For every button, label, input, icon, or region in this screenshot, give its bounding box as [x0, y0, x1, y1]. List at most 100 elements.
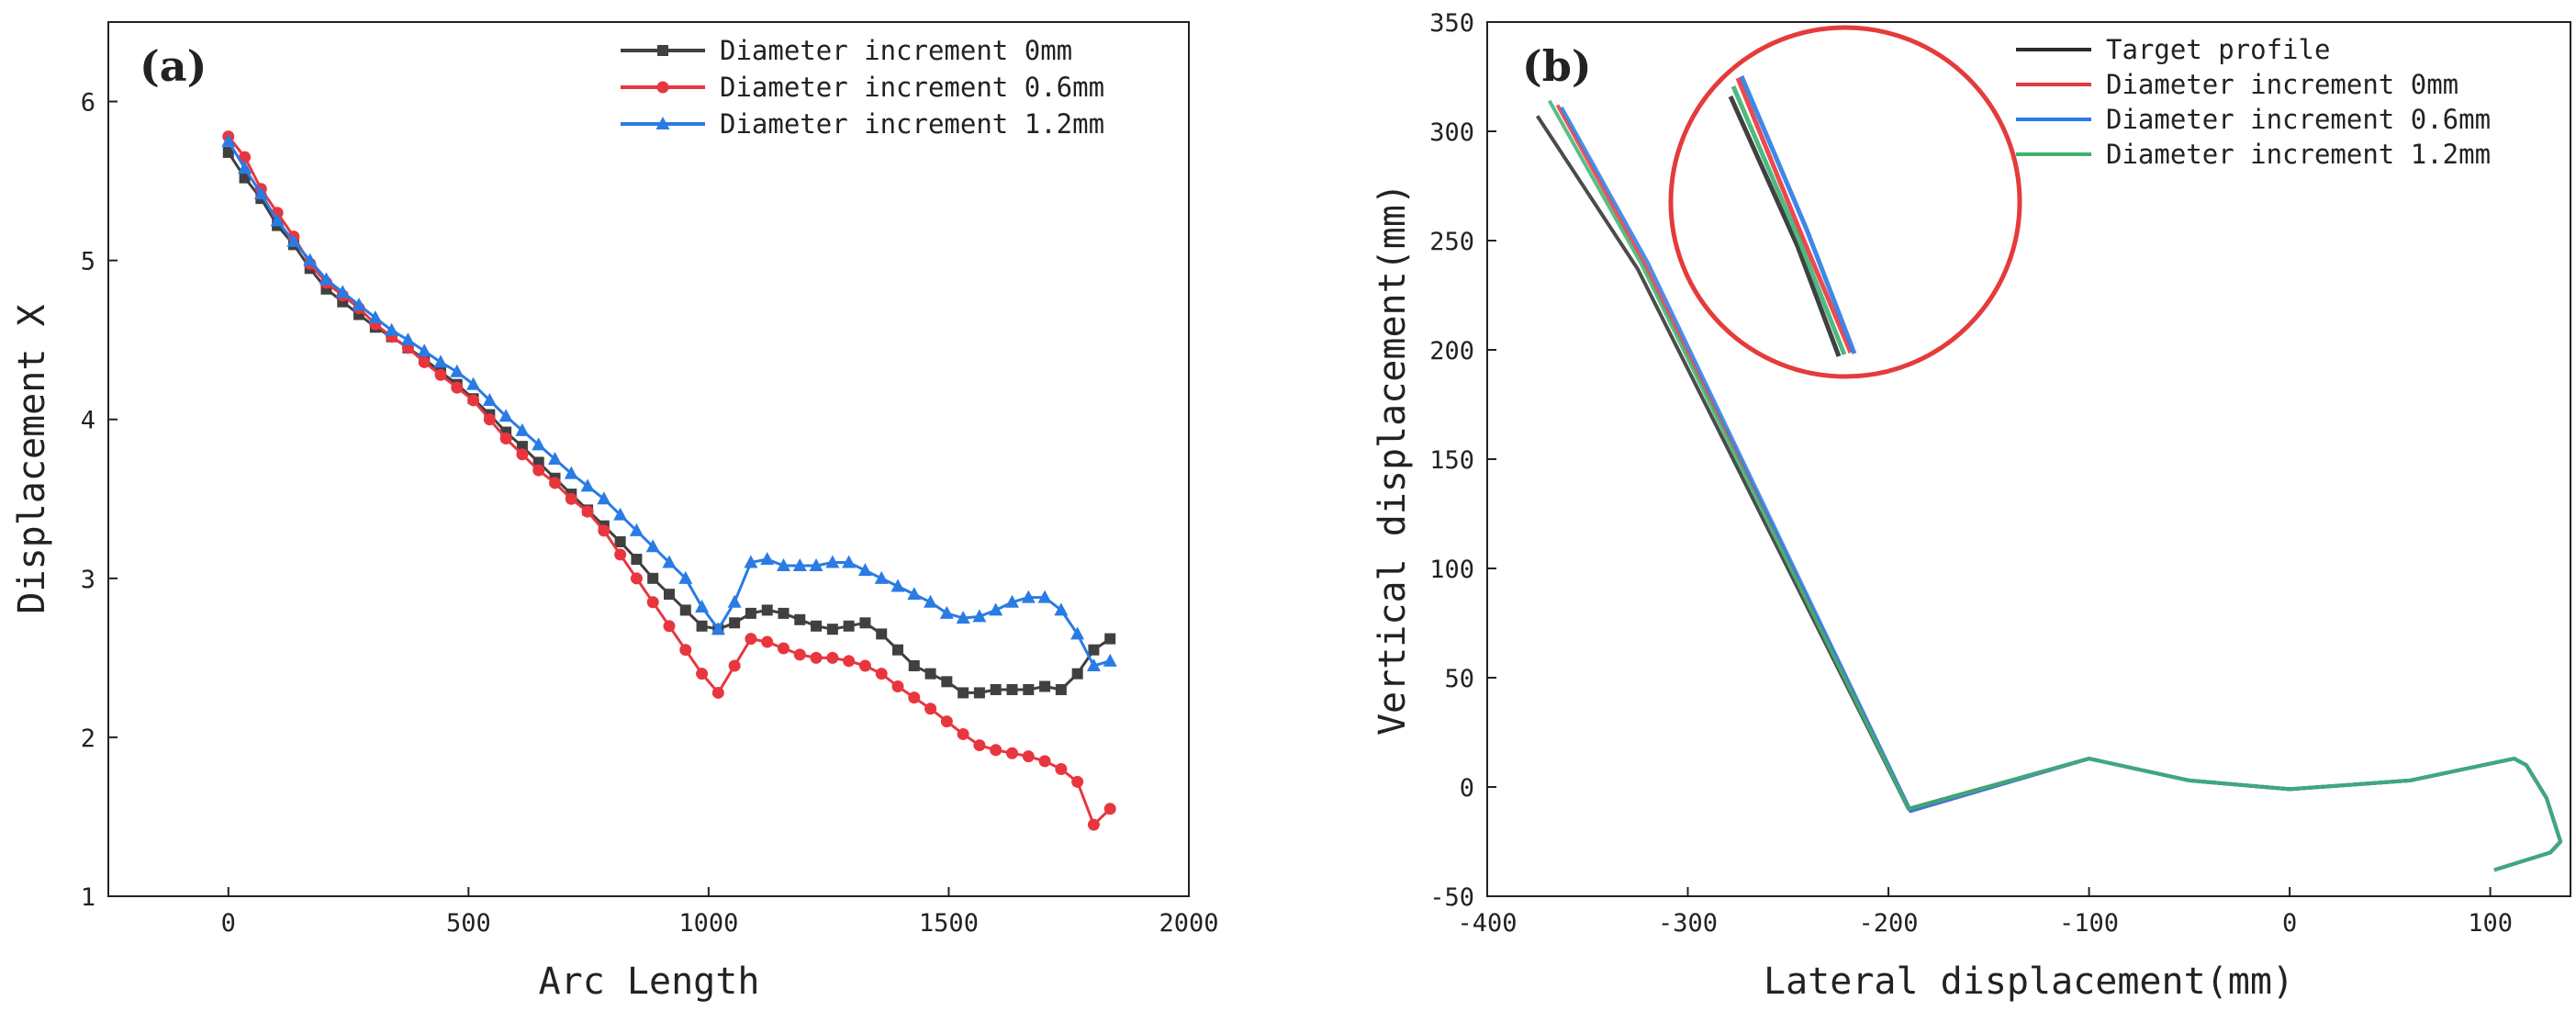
- panel-a-data-point: [696, 668, 709, 680]
- panel-a-y-tick-label: 3: [81, 566, 95, 594]
- panel-a-legend-marker: [657, 45, 668, 56]
- panel-a-data-point: [858, 659, 871, 672]
- panel-a-data-point: [335, 285, 350, 298]
- panel-b-legend-label: Target profile: [2106, 34, 2330, 65]
- panel-b-y-tick-label: 350: [1429, 9, 1474, 38]
- panel-b-series-line-3: [1547, 99, 2563, 872]
- panel-b: -400 -300 -200 -100 0 100 -50 0 50 100 150 200 250 30…: [1372, 9, 2571, 1003]
- panel-a-data-point: [956, 611, 970, 624]
- panel-a-data-point: [843, 655, 856, 668]
- panel-a-data-point: [239, 151, 252, 163]
- panel-a-data-point: [646, 596, 659, 609]
- panel-b-series: [1535, 99, 2563, 872]
- panel-a-data-point: [792, 557, 807, 571]
- panel-a: 0 500 1000 1500 2000 1 2 3 4 5 6 (a) Arc Length Di…: [11, 21, 1219, 1003]
- panel-a-data-point: [711, 622, 725, 635]
- panel-a-data-point: [1071, 775, 1084, 788]
- panel-a-data-point: [466, 377, 481, 390]
- panel-a-data-point: [761, 635, 774, 648]
- panel-a-data-point: [580, 478, 595, 492]
- panel-a-series-line-2: [227, 140, 1111, 668]
- panel-a-data-point: [498, 409, 513, 422]
- panel-a-legend-marker: [656, 81, 669, 94]
- panel-a-data-point: [907, 587, 922, 601]
- panel-a-data-point: [972, 609, 987, 623]
- panel-a-data-point: [890, 579, 905, 592]
- panel-a-legend-label: Diameter increment 0mm: [720, 35, 1072, 66]
- panel-b-x-tick-label: -100: [2059, 909, 2119, 938]
- zoom-inset: [1668, 25, 2022, 379]
- panel-a-data-point: [1022, 750, 1035, 763]
- panel-a-data-point: [729, 617, 741, 629]
- panel-a-data-point: [1039, 680, 1051, 692]
- panel-a-data-point: [711, 686, 724, 699]
- panel-a-legend-marker: [655, 117, 670, 129]
- panel-a-data-point: [286, 233, 301, 247]
- panel-a-data-point: [696, 620, 708, 632]
- panel-a-data-point: [253, 185, 268, 199]
- panel-a-data-point: [270, 213, 285, 227]
- panel-a-y-tick-label: 6: [81, 89, 95, 118]
- panel-a-data-point: [744, 555, 758, 568]
- panel-a-data-point: [614, 536, 626, 548]
- panel-a-x-tick-label: 500: [446, 909, 491, 938]
- panel-a-data-point: [630, 572, 643, 585]
- panel-a-data-point: [1103, 653, 1117, 667]
- panel-b-y-tick-label: 300: [1429, 118, 1474, 147]
- panel-a-data-point: [433, 354, 448, 368]
- panel-a-data-point: [958, 687, 969, 699]
- panel-a-y-tick-label: 4: [81, 407, 95, 435]
- panel-a-data-point: [745, 633, 757, 646]
- panel-a-data-point: [352, 298, 366, 311]
- panel-a-data-point: [1038, 755, 1051, 768]
- panel-a-legend-label: Diameter increment 0.6mm: [720, 72, 1104, 103]
- panel-b-letter: (b): [1522, 41, 1592, 91]
- panel-a-data-point: [745, 607, 756, 619]
- panel-a-data-point: [1006, 683, 1018, 695]
- panel-a-data-point: [581, 505, 594, 518]
- panel-a-data-point: [548, 477, 561, 489]
- panel-a-data-point: [678, 570, 693, 584]
- panel-a-data-point: [1021, 590, 1036, 603]
- panel-a-data-point: [811, 620, 823, 632]
- panel-a-data-point: [482, 392, 497, 406]
- panel-a-data-point: [532, 464, 545, 477]
- panel-a-data-point: [1103, 803, 1116, 815]
- panel-a-data-point: [939, 605, 954, 619]
- panel-a-data-point: [1071, 668, 1083, 680]
- panel-a-data-point: [400, 332, 415, 346]
- panel-a-data-point: [663, 589, 675, 601]
- panel-a-data-point: [564, 466, 578, 479]
- panel-a-data-point: [826, 624, 838, 635]
- panel-a-data-point: [793, 648, 806, 661]
- panel-a-data-point: [385, 322, 399, 336]
- panel-a-data-point: [434, 368, 447, 381]
- panel-a-data-point: [908, 660, 920, 672]
- panel-a-data-point: [631, 554, 643, 566]
- panel-a-data-point: [924, 668, 936, 680]
- panel-a-y-tick-label: 1: [81, 883, 95, 912]
- zoom-inset-line-0: [1728, 95, 1842, 357]
- panel-a-data-point: [516, 448, 529, 461]
- panel-a-data-point: [876, 628, 888, 640]
- panel-a-data-point: [679, 604, 691, 616]
- panel-b-legend-label: Diameter increment 0.6mm: [2106, 104, 2491, 135]
- panel-a-data-point: [598, 524, 610, 537]
- panel-a-series: [221, 130, 1117, 831]
- panel-a-data-point: [695, 599, 710, 613]
- panel-b-legend-label: Diameter increment 1.2mm: [2106, 139, 2491, 170]
- panel-a-data-point: [990, 744, 1002, 757]
- panel-a-data-point: [825, 555, 840, 568]
- panel-a-data-point: [222, 146, 234, 158]
- panel-b-y-tick-label: 50: [1444, 665, 1474, 693]
- panel-a-data-point: [1104, 633, 1116, 645]
- panel-a-data-point: [450, 364, 465, 377]
- panel-b-x-tick-label: -400: [1457, 909, 1517, 938]
- panel-a-series-line-1: [227, 135, 1112, 826]
- panel-a-letter: (a): [140, 41, 207, 91]
- panel-a-data-point: [794, 613, 806, 625]
- panel-a-data-point: [809, 557, 823, 571]
- zoom-inset-line-3: [1730, 85, 1847, 355]
- panel-b-y-tick-label: 250: [1429, 228, 1474, 256]
- panel-a-data-point: [221, 133, 236, 147]
